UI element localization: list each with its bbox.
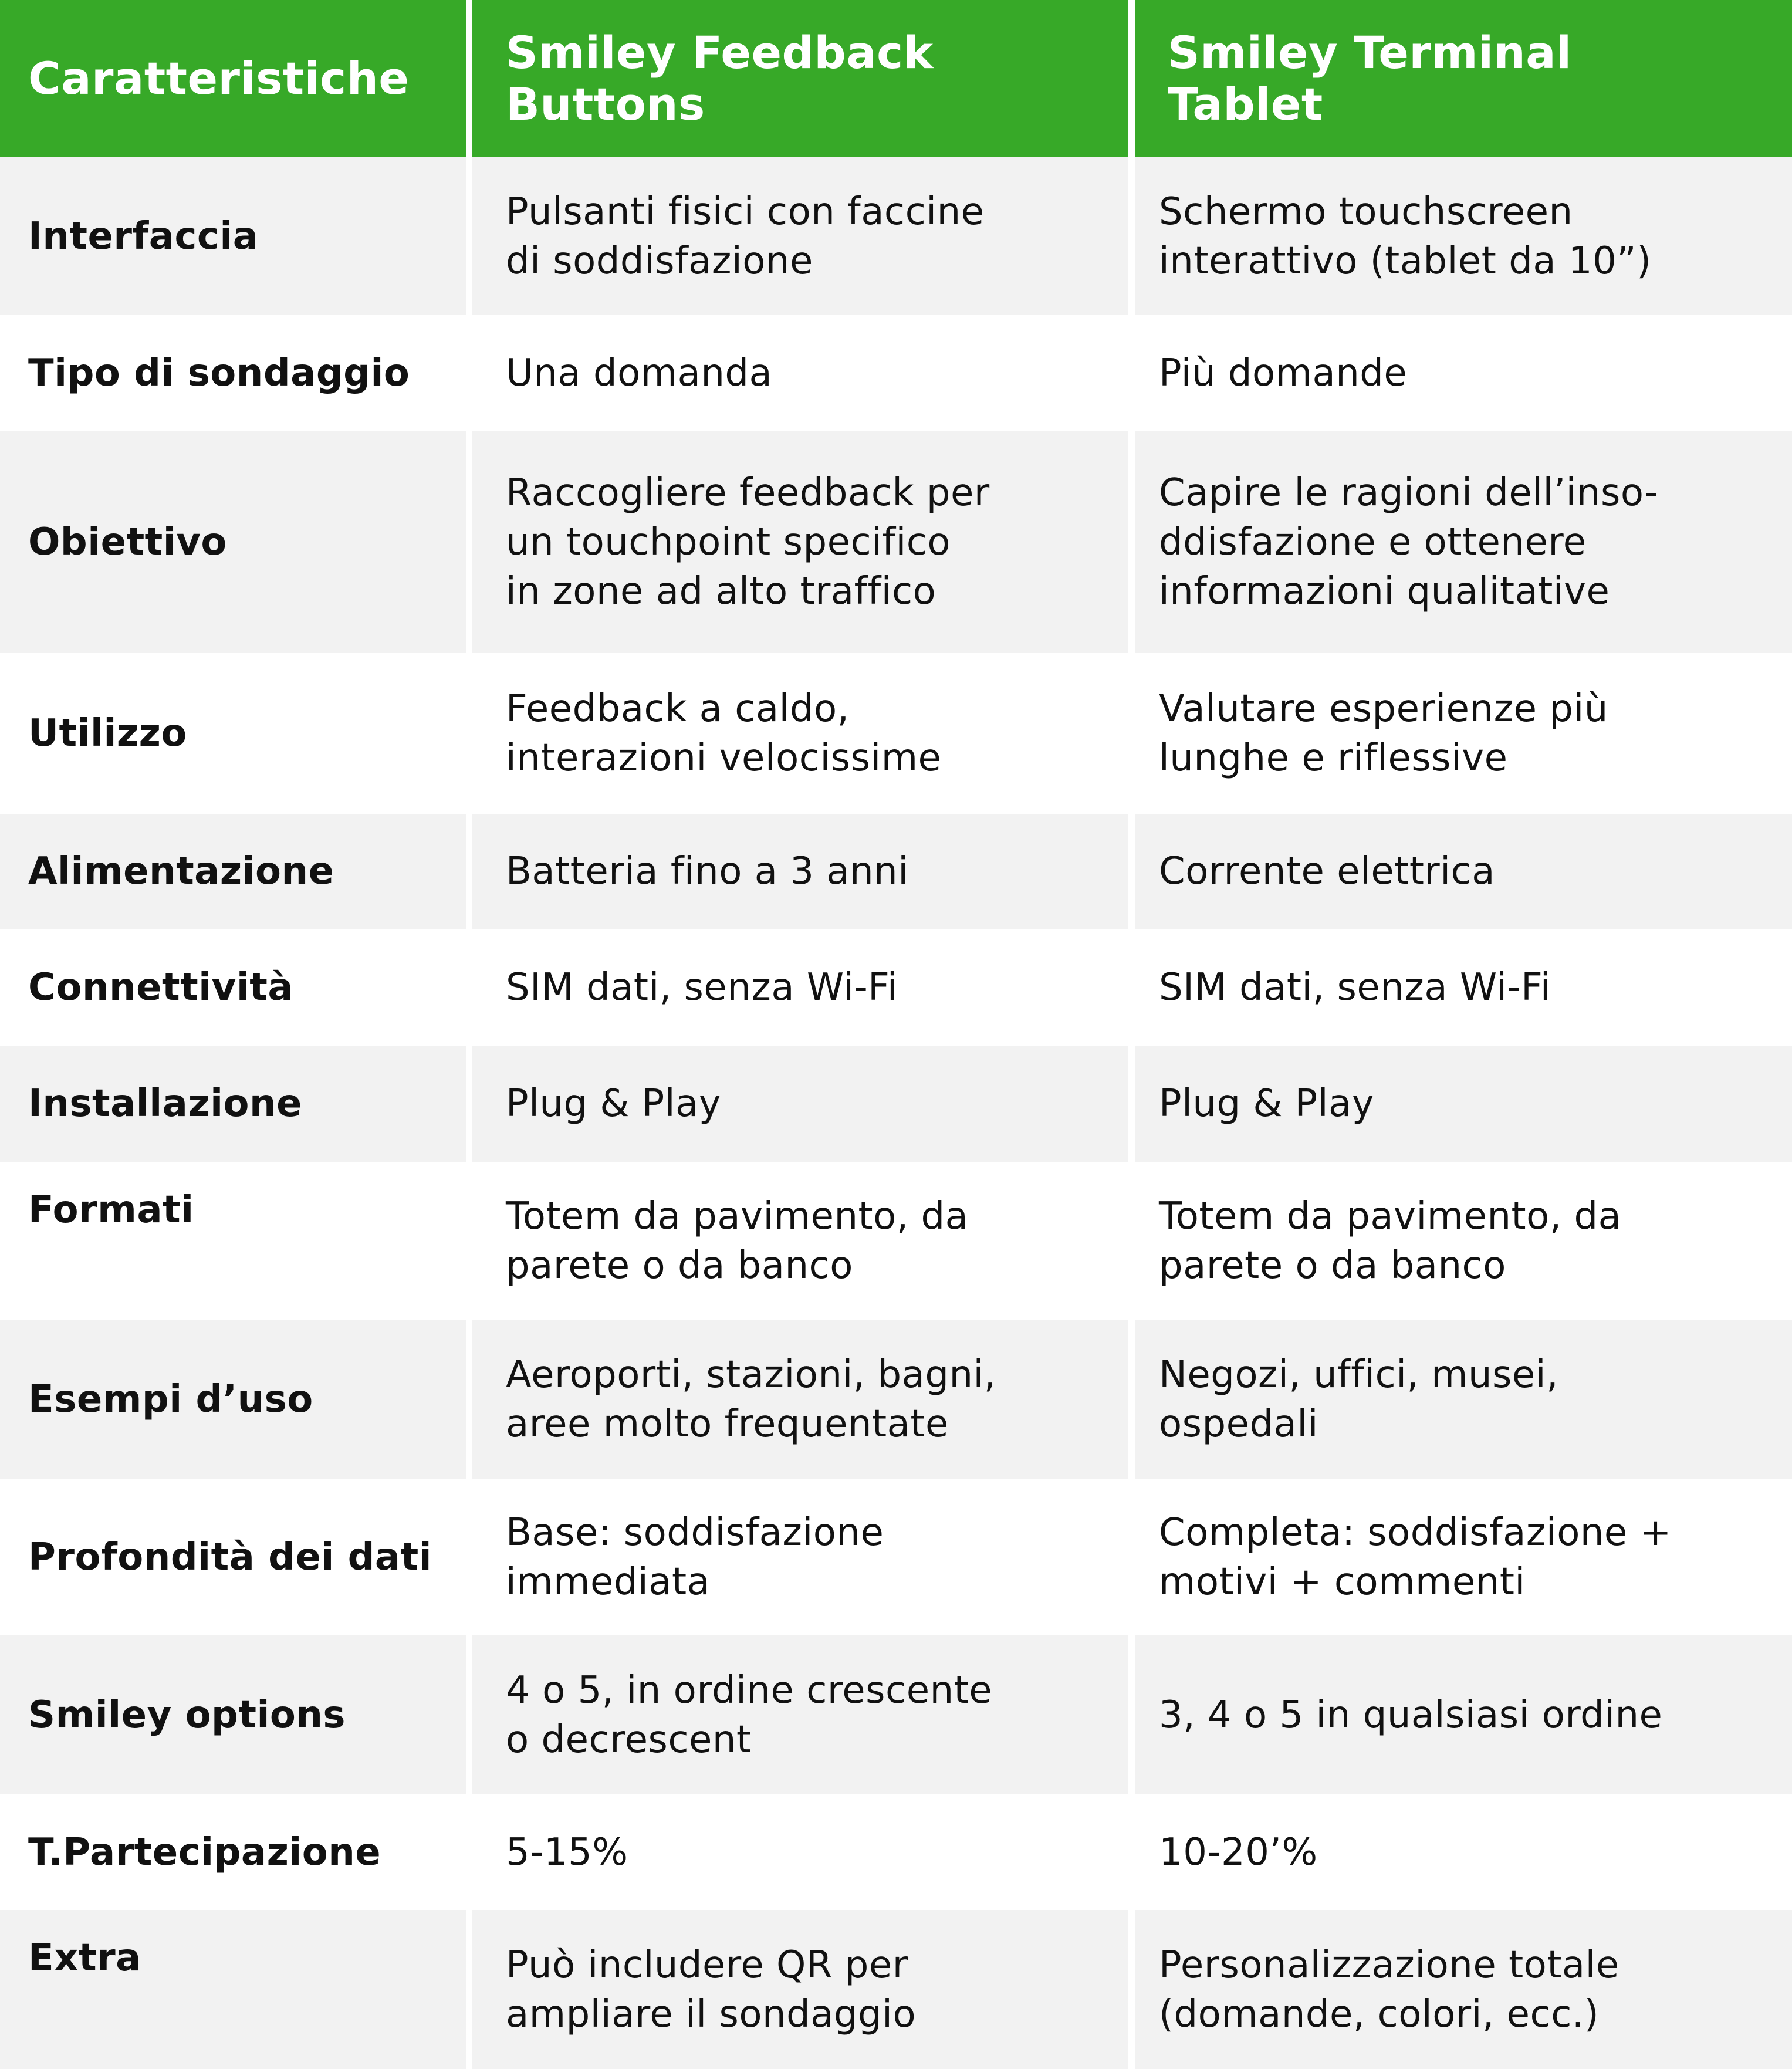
tablet-value: Personalizzazione totale (domande, color… — [1135, 1910, 1792, 2069]
feature-label: Extra — [0, 1910, 466, 2069]
table-row: Formati Totem da pavimento, da parete o d… — [0, 1162, 1792, 1320]
table-row: Installazione Plug & Play Plug & Play — [0, 1046, 1792, 1162]
header-cell-features: Caratteristiche — [0, 0, 466, 157]
buttons-value: Base: soddisfazione immediata — [472, 1479, 1128, 1635]
feature-label: Formati — [0, 1162, 466, 1320]
buttons-value: Aeroporti, stazioni, bagni, aree molto f… — [472, 1320, 1128, 1479]
tablet-value: Completa: soddisfazione + motivi + comme… — [1135, 1479, 1792, 1635]
buttons-value: Plug & Play — [472, 1046, 1128, 1162]
buttons-value: 5-15% — [472, 1794, 1128, 1910]
feature-label: T.Partecipazione — [0, 1794, 466, 1910]
header-cell-buttons: Smiley Feedback Buttons — [472, 0, 1128, 157]
buttons-value: SIM dati, senza Wi-Fi — [472, 929, 1128, 1046]
feature-label: Installazione — [0, 1046, 466, 1162]
tablet-value: Plug & Play — [1135, 1046, 1792, 1162]
header-row: Caratteristiche Smiley Feedback Buttons … — [0, 0, 1792, 157]
tablet-value: Capire le ragioni dell’inso- ddisfazione… — [1135, 431, 1792, 653]
feature-label: Profondità dei dati — [0, 1479, 466, 1635]
feature-label: Tipo di sondaggio — [0, 315, 466, 431]
feature-label: Smiley options — [0, 1635, 466, 1794]
header-cell-tablet: Smiley Terminal Tablet — [1135, 0, 1792, 157]
tablet-value: SIM dati, senza Wi-Fi — [1135, 929, 1792, 1046]
table-row: Connettività SIM dati, senza Wi-Fi SIM dat… — [0, 929, 1792, 1046]
feature-label: Esempi d’uso — [0, 1320, 466, 1479]
buttons-value: Pulsanti fisici con faccine di soddisfaz… — [472, 157, 1128, 315]
feature-label: Obiettivo — [0, 431, 466, 653]
feature-label: Alimentazione — [0, 814, 466, 929]
buttons-value: Raccogliere feedback per un touchpoint s… — [472, 431, 1128, 653]
tablet-value: 3, 4 o 5 in qualsiasi ordine — [1135, 1635, 1792, 1794]
table-row: Obiettivo Raccogliere feedback per un tou… — [0, 431, 1792, 653]
buttons-value: Feedback a caldo, interazioni velocissim… — [472, 653, 1128, 814]
tablet-value: Schermo touchscreen interattivo (tablet … — [1135, 157, 1792, 315]
buttons-value: Batteria fino a 3 anni — [472, 814, 1128, 929]
buttons-value: 4 o 5, in ordine crescente o decrescent — [472, 1635, 1128, 1794]
tablet-value: Negozi, uffici, musei, ospedali — [1135, 1320, 1792, 1479]
table-row: T.Partecipazione 5-15% 10-20’% — [0, 1794, 1792, 1910]
feature-label: Connettività — [0, 929, 466, 1046]
feature-label: Utilizzo — [0, 653, 466, 814]
table-row: Interfaccia Pulsanti fisici con faccine d… — [0, 157, 1792, 315]
table-row: Smiley options 4 o 5, in ordine crescente… — [0, 1635, 1792, 1794]
tablet-value: Corrente elettrica — [1135, 814, 1792, 929]
tablet-value: Valutare esperienze più lunghe e rifless… — [1135, 653, 1792, 814]
feature-label: Interfaccia — [0, 157, 466, 315]
buttons-value: Una domanda — [472, 315, 1128, 431]
table-row: Profondità dei dati Base: soddisfazione i… — [0, 1479, 1792, 1635]
table-row: Extra Può includere QR per ampliare il so… — [0, 1910, 1792, 2069]
tablet-value: Più domande — [1135, 315, 1792, 431]
table-row: Tipo di sondaggio Una domanda Più domande — [0, 315, 1792, 431]
tablet-value: 10-20’% — [1135, 1794, 1792, 1910]
buttons-value: Totem da pavimento, da parete o da banco — [472, 1162, 1128, 1320]
table-row: Esempi d’uso Aeroporti, stazioni, bagni, … — [0, 1320, 1792, 1479]
tablet-value: Totem da pavimento, da parete o da banco — [1135, 1162, 1792, 1320]
table-row: Alimentazione Batteria fino a 3 anni Corre… — [0, 814, 1792, 929]
buttons-value: Può includere QR per ampliare il sondagg… — [472, 1910, 1128, 2069]
table-row: Utilizzo Feedback a caldo, interazioni ve… — [0, 653, 1792, 814]
